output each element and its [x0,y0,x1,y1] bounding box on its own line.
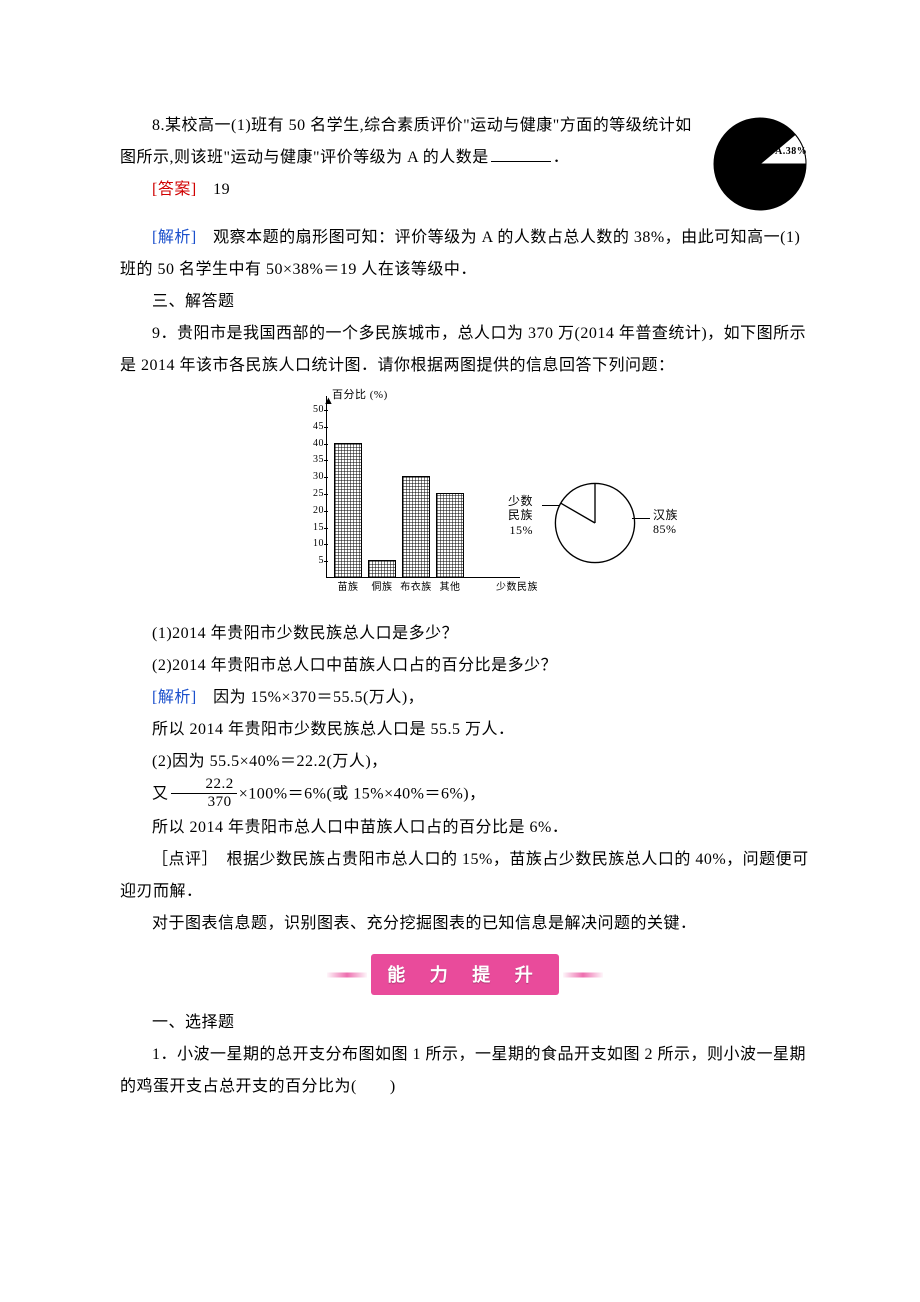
bar-ytick: 25 [304,489,324,499]
q9-sol2-l1: (2)因为 55.5×40%＝22.2(万人)， [120,746,810,778]
bar [402,476,430,577]
bar-ytick: 50 [304,405,324,415]
q9-sol2-l3: 所以 2014 年贵阳市总人口中苗族人口占的百分比是 6%． [120,812,810,844]
bar-xaxis-title: 少数民族 [496,578,538,598]
q9-comment: ［点评］ 根据少数民族占贵阳市总人口的 15%，苗族占少数民族总人口的 40%，… [120,844,810,908]
q8-answer: [答案] 19 [120,174,810,206]
bar [334,443,362,577]
section-3-title: 三、解答题 [120,286,810,318]
bar-ytick: 10 [304,539,324,549]
section-mc-title: 一、选择题 [120,1007,810,1039]
q9-bar-chart: ▲ 百分比 (%) 5101520253035404550苗族侗族布衣族其他少数… [290,392,520,602]
fill-blank [491,146,551,162]
pie-label-minority: 少数 民族 15% [508,494,533,537]
q9-comment-2: 对于图表信息题，识别图表、充分挖掘图表的已知信息是解决问题的关键． [120,908,810,940]
q9-sub1: (1)2014 年贵阳市少数民族总人口是多少？ [120,618,810,650]
pie-slice-label: A.38% [775,146,807,157]
q8-analysis: [解析] 观察本题的扇形图可知：评价等级为 A 的人数占总人数的 38%，由此可… [120,222,810,286]
bar-ytick: 20 [304,506,324,516]
q9-charts: ▲ 百分比 (%) 5101520253035404550苗族侗族布衣族其他少数… [120,392,810,602]
banner-text: 能 力 提 升 [371,954,559,995]
analysis-label: [解析] [152,689,197,706]
bar-ytick: 40 [304,439,324,449]
q9-sub2: (2)2014 年贵阳市总人口中苗族人口占的百分比是多少？ [120,650,810,682]
q9-pie-chart: 少数 民族 15% 汉族 85% [550,478,640,568]
q8-stem: 8.某校高一(1)班有 50 名学生,综合素质评价"运动与健康"方面的等级统计如… [120,110,810,174]
q9-analysis-1: [解析] 因为 15%×370＝55.5(万人)， [120,682,810,714]
bar-ytick: 5 [304,556,324,566]
fraction: 22.2370 [171,776,237,810]
q9-stem: 9．贵阳市是我国西部的一个多民族城市，总人口为 370 万(2014 年普查统计… [120,318,810,382]
ability-banner: 能 力 提 升 [120,954,810,995]
q-next-stem: 1．小波一星期的总开支分布图如图 1 所示，一星期的食品开支如图 2 所示，则小… [120,1039,810,1103]
bar-ytick: 45 [304,422,324,432]
q9-sol1-l2: 所以 2014 年贵阳市少数民族总人口是 55.5 万人． [120,714,810,746]
bar [436,493,464,577]
comment-label: ［点评］ [152,851,210,868]
analysis-label: [解析] [152,229,197,246]
bar-ylabel: 百分比 (%) [332,384,388,406]
bar-xcategory: 其他 [430,578,470,598]
bar-ytick: 30 [304,472,324,482]
bar-ytick: 15 [304,523,324,533]
answer-label: [答案] [152,181,197,198]
pie-label-han: 汉族 85% [653,508,678,537]
q8-pie-chart: A.38% [710,114,810,214]
bar-ytick: 35 [304,455,324,465]
bar [368,560,396,577]
q9-sol2-frac: 又22.2370×100%＝6%(或 15%×40%＝6%)， [120,778,810,812]
